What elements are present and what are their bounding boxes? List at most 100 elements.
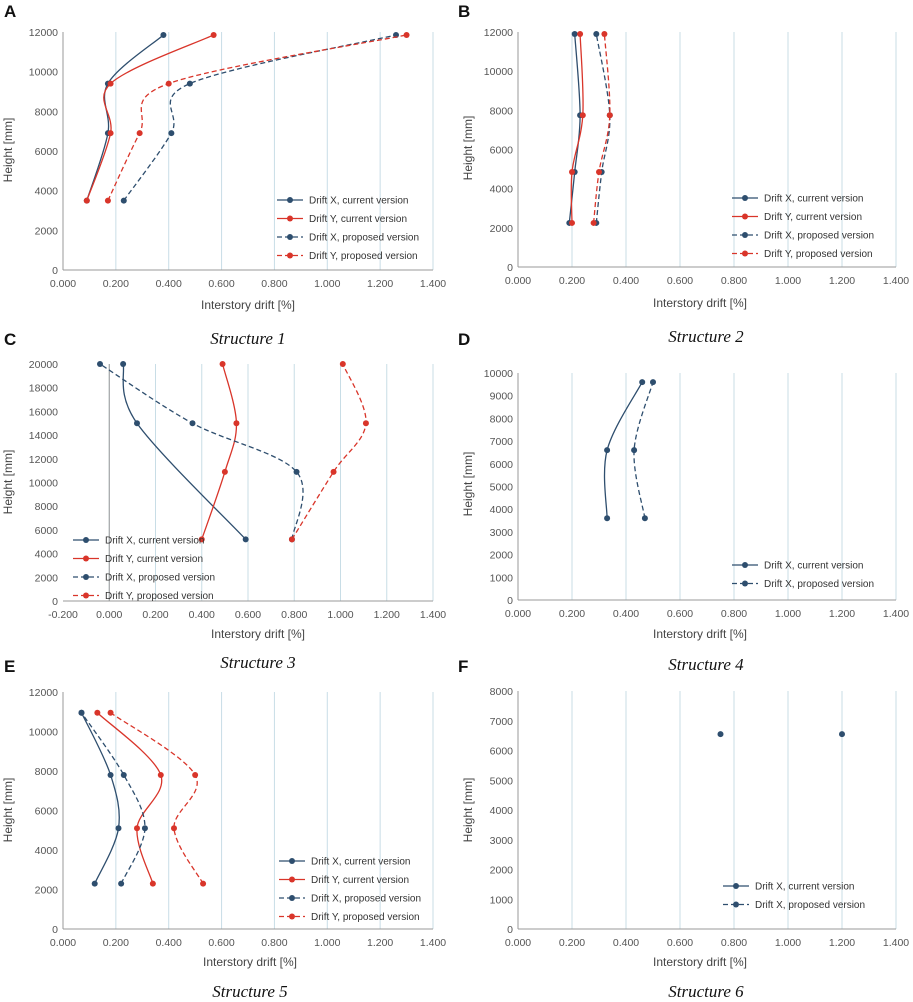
data-point xyxy=(115,825,122,832)
series-line xyxy=(80,712,120,884)
legend-marker xyxy=(83,574,89,580)
y-tick-label: 10000 xyxy=(29,727,58,739)
legend-label: Drift X, proposed version xyxy=(755,900,865,911)
y-tick-label: 4000 xyxy=(490,184,514,196)
series-line xyxy=(291,363,367,540)
y-tick-label: 16000 xyxy=(29,406,58,418)
x-tick-label: 1.200 xyxy=(829,608,855,620)
y-tick-label: 6000 xyxy=(35,146,59,158)
y-tick-label: 12000 xyxy=(29,687,58,699)
data-point xyxy=(210,31,217,38)
series-drift-x-proposed-version xyxy=(78,709,148,887)
series-drift-x-proposed-version xyxy=(120,31,399,204)
y-tick-label: 12000 xyxy=(484,27,513,39)
series-line xyxy=(595,33,611,224)
series-drift-y-current-version xyxy=(569,30,586,226)
data-point xyxy=(198,536,205,543)
legend-marker xyxy=(83,592,89,599)
x-tick-label: 0.600 xyxy=(667,608,693,620)
legend-marker xyxy=(287,215,293,222)
series-drift-x-current-version xyxy=(603,379,646,522)
data-point xyxy=(593,30,600,37)
y-axis-title: Height [mm] xyxy=(461,452,475,517)
legend-marker xyxy=(287,197,293,203)
data-point xyxy=(641,515,648,522)
panel-letter: F xyxy=(458,657,468,676)
series-line xyxy=(99,363,304,540)
series-drift-y-proposed-version xyxy=(288,361,369,543)
series-drift-y-current-version xyxy=(94,709,164,887)
y-tick-label: 3000 xyxy=(490,835,514,847)
legend-label: Drift X, proposed version xyxy=(309,233,419,244)
legend-marker xyxy=(742,213,748,220)
legend: Drift X, current version Drift Y, current… xyxy=(277,196,419,262)
data-point xyxy=(604,515,611,522)
data-point xyxy=(134,825,140,832)
series-line xyxy=(570,33,584,223)
x-tick-label: 1.000 xyxy=(314,278,340,290)
x-tick-label: 0.800 xyxy=(281,609,307,621)
y-tick-label: 12000 xyxy=(29,27,58,39)
legend-label: Drift X, current version xyxy=(309,196,408,207)
legend-marker xyxy=(733,901,739,908)
data-point xyxy=(192,771,199,778)
data-point xyxy=(134,420,140,427)
x-tick-label: 0.600 xyxy=(235,609,261,621)
x-tick-label: 0.200 xyxy=(559,937,585,949)
series-drift-x-current-version xyxy=(717,731,724,738)
y-tick-label: 8000 xyxy=(35,766,59,778)
x-tick-label: 1.000 xyxy=(314,937,340,949)
y-tick-label: 4000 xyxy=(35,186,59,198)
x-axis-title: Interstory drift [%] xyxy=(201,298,295,312)
panel-letter: A xyxy=(4,2,16,21)
y-tick-label: 8000 xyxy=(35,501,59,513)
y-axis-title: Height [mm] xyxy=(461,116,475,181)
data-point xyxy=(165,80,172,87)
legend-label: Drift X, current version xyxy=(764,194,863,205)
series-line xyxy=(86,34,164,201)
y-tick-label: 0 xyxy=(52,596,58,608)
legend-marker xyxy=(83,537,89,543)
y-tick-label: 14000 xyxy=(29,430,58,442)
data-point xyxy=(606,112,613,119)
y-axis-title: Height [mm] xyxy=(1,778,15,843)
x-tick-label: 0.200 xyxy=(103,937,129,949)
x-tick-label: 1.000 xyxy=(327,609,353,621)
panel-letter: E xyxy=(4,657,15,676)
x-axis-title: Interstory drift [%] xyxy=(653,955,747,969)
x-tick-label: 0.400 xyxy=(156,278,182,290)
y-tick-label: 0 xyxy=(52,265,58,277)
x-tick-label: 0.000 xyxy=(505,608,531,620)
legend-label: Drift X, current version xyxy=(764,561,863,572)
legend-label: Drift X, proposed version xyxy=(311,894,421,905)
x-tick-label: 0.800 xyxy=(721,608,747,620)
chart-panel-b: B 0.000 0.200 0.400 0.600 0.800 1.000 1.200 1.40… xyxy=(458,2,909,346)
data-point xyxy=(149,880,156,887)
x-tick-label: 1.200 xyxy=(367,278,393,290)
legend-marker xyxy=(289,876,295,883)
y-tick-label: 5000 xyxy=(490,482,514,494)
legend-marker xyxy=(83,555,89,562)
y-tick-label: 7000 xyxy=(490,716,514,728)
legend-label: Drift X, proposed version xyxy=(764,579,874,590)
structure-caption: Structure 2 xyxy=(668,327,744,346)
legend-label: Drift Y, proposed version xyxy=(309,251,418,262)
y-tick-label: 8000 xyxy=(490,413,514,425)
y-tick-label: 10000 xyxy=(484,66,513,78)
legend-label: Drift Y, proposed version xyxy=(105,591,214,602)
series-line xyxy=(86,34,214,201)
x-tick-label: 0.800 xyxy=(721,275,747,287)
legend-label: Drift Y, proposed version xyxy=(311,912,420,923)
y-tick-label: 9000 xyxy=(490,391,514,403)
y-tick-label: 4000 xyxy=(35,845,59,857)
data-point xyxy=(107,709,114,716)
legend-label: Drift Y, current version xyxy=(764,212,862,223)
x-tick-label: 0.000 xyxy=(50,937,76,949)
legend-marker xyxy=(289,913,295,920)
x-tick-label: 1.400 xyxy=(883,608,909,620)
y-tick-label: 8000 xyxy=(35,106,59,118)
y-tick-label: 12000 xyxy=(29,454,58,466)
legend-marker xyxy=(289,858,295,864)
data-point xyxy=(94,709,101,716)
x-tick-label: 0.000 xyxy=(96,609,122,621)
